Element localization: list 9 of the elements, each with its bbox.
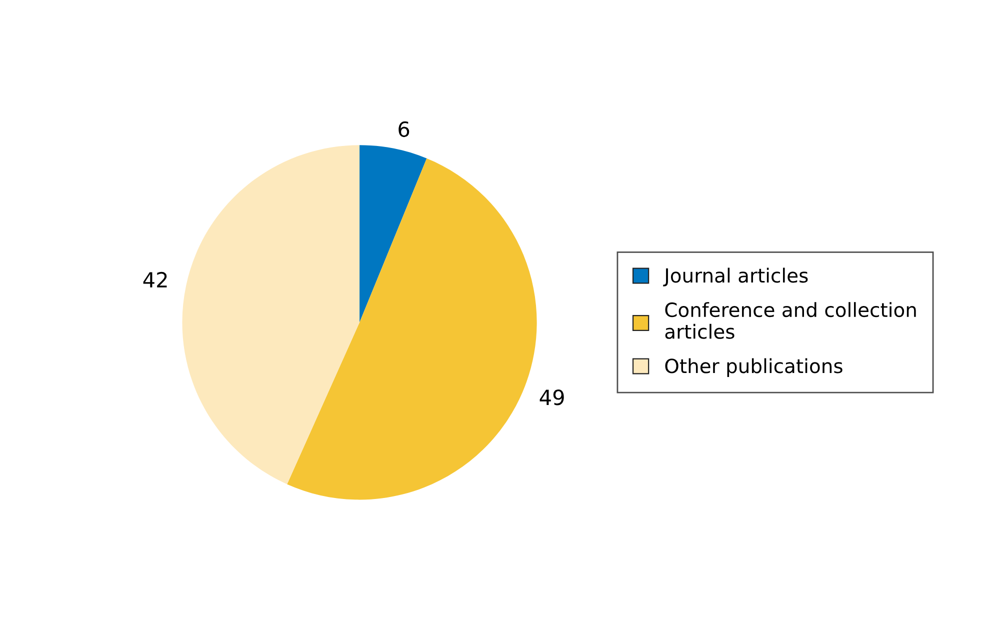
data-label: 42 (143, 272, 167, 288)
pie-slice (287, 158, 537, 500)
legend-label: Journal articles (663, 268, 808, 286)
data-label: 6 (398, 121, 410, 138)
legend-label: Other publications (665, 358, 842, 378)
legend-label: Conference and collection articles (665, 302, 916, 339)
pie-slice (360, 145, 427, 322)
data-label: 49 (540, 389, 564, 406)
pie-slice (182, 145, 360, 484)
